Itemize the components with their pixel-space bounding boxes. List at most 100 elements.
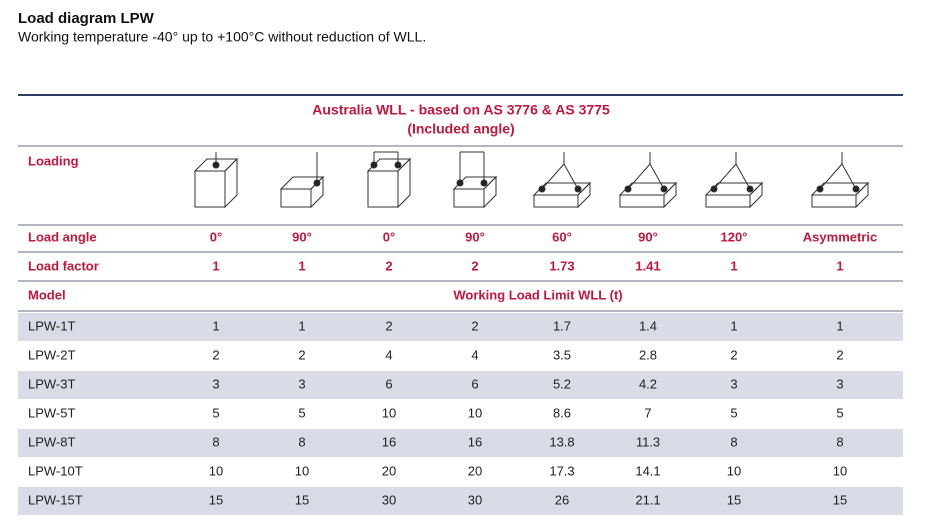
cell: 11.3 [636,434,660,449]
load-angle: Asymmetric [803,229,877,244]
icon-part [713,163,737,190]
cell: 10 [209,463,223,478]
loading-icon [618,152,678,209]
cell: 3 [298,376,305,391]
cell: 26 [555,492,569,507]
loading-icon [704,152,764,209]
icon-part [624,185,632,193]
icon-part [367,170,399,208]
icon-part [746,185,754,193]
cell: 2 [730,347,737,362]
icon-part [649,163,665,190]
model: LPW-1T [28,318,75,333]
loading-icon [532,152,592,209]
icon-part [224,157,238,209]
icon-part [574,185,582,193]
loading-icon [452,151,498,209]
cell: 10 [833,463,847,478]
cell: 1.7 [553,318,571,333]
icon-part [533,194,579,208]
cell: 8 [836,434,843,449]
cell: 6 [385,376,392,391]
cell: 5 [298,405,305,420]
cell: 20 [468,463,482,478]
icon-part [453,188,485,208]
load-angle: 0° [383,229,395,244]
load-factor: 1 [836,258,843,273]
load-angle: 90° [638,229,658,244]
model: LPW-2T [28,347,75,362]
banner: (Included angle) [407,121,514,137]
cell: 16 [468,434,482,449]
cell: 13.8 [549,434,574,449]
load-angle: 0° [210,229,222,244]
loading-icon [193,152,239,209]
cell: 15 [295,492,309,507]
cell: 1.4 [639,318,657,333]
cell: 2 [212,347,219,362]
load-factor: 2 [385,258,392,273]
icon-part [660,185,668,193]
icon-part [816,185,824,193]
load-factor: 1.73 [549,258,574,273]
row-label: Load factor [28,258,99,273]
cell: 5 [730,405,737,420]
cell: 2 [471,318,478,333]
cell: 5 [212,405,219,420]
row-label: Load angle [28,229,97,244]
cell: 2.8 [639,347,657,362]
cell: 5 [836,405,843,420]
subtitle: Working temperature -40° up to +100°C wi… [18,29,426,45]
icon-part [577,181,591,209]
cell: 5.2 [553,376,571,391]
model: LPW-3T [28,376,75,391]
cell: 6 [471,376,478,391]
cell: 30 [382,492,396,507]
load-angle: 90° [465,229,485,244]
icon-part [212,161,220,169]
icon-part [394,161,402,169]
cell: 1 [836,318,843,333]
cell: 4 [471,347,478,362]
row-shade [18,313,903,341]
icon-part [194,170,226,208]
icon-part [841,163,857,190]
icon-part [855,181,869,209]
cell: 8.6 [553,405,571,420]
loading-icon [810,152,870,209]
loading-icon [366,151,412,209]
model: LPW-15T [28,492,83,507]
cell: 3 [212,376,219,391]
cell: 20 [382,463,396,478]
cell: 10 [295,463,309,478]
loading-icon [279,152,325,209]
icon-part [480,179,488,187]
row-shade [18,487,903,515]
icon-part [313,179,321,187]
model: LPW-8T [28,434,75,449]
cell: 21.1 [635,492,660,507]
cell: 15 [727,492,741,507]
icon-part [710,185,718,193]
load-angle: 120° [721,229,748,244]
cell: 15 [833,492,847,507]
cell: 15 [209,492,223,507]
icon-part [663,181,677,209]
model: LPW-5T [28,405,75,420]
icon-part [619,194,665,208]
cell: 2 [385,318,392,333]
row-shade [18,371,903,399]
icon-part [705,194,751,208]
cell: 7 [644,405,651,420]
cell: 4 [385,347,392,362]
row-shade [18,429,903,457]
icon-part [749,181,763,209]
model: LPW-10T [28,463,83,478]
icon-part [541,163,565,190]
load-factor: 2 [471,258,478,273]
cell: 10 [468,405,482,420]
cell: 2 [836,347,843,362]
wll-label: Working Load Limit WLL (t) [453,287,622,302]
title: Load diagram LPW [18,10,155,27]
